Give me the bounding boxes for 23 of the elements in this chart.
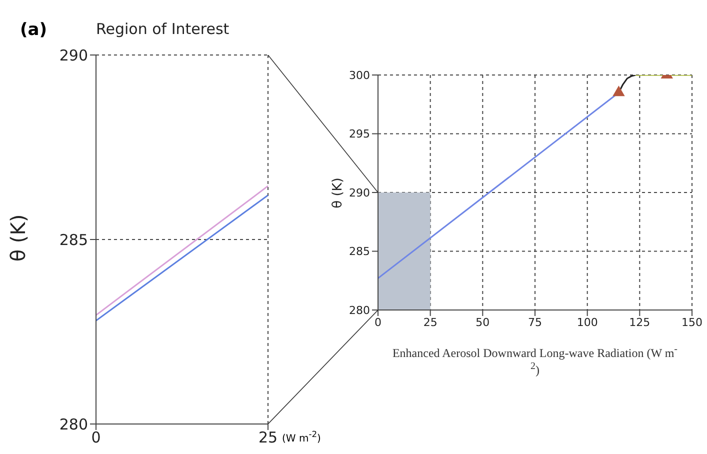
x-tick-label: 25 <box>258 428 278 447</box>
y-tick-label: 295 <box>349 128 370 141</box>
x-tick-label: 75 <box>528 316 542 329</box>
y-tick-label: 300 <box>349 68 370 82</box>
y-tick-label: 280 <box>59 415 88 434</box>
x-tick-label: 25 <box>423 316 438 329</box>
x-tick-label: 125 <box>629 316 650 329</box>
x-tick-label: 0 <box>374 316 382 329</box>
text: (a) <box>20 20 48 40</box>
x-tick-label: 50 <box>476 316 490 329</box>
y-axis-title: θ (K) <box>7 214 30 262</box>
y-tick-label: 285 <box>349 245 370 258</box>
x-tick-label: 100 <box>576 316 598 329</box>
x-axis-title: (W m$^{-2}$) <box>282 429 321 444</box>
chart-title: Region of Interest <box>96 20 230 38</box>
y-tick-label: 290 <box>59 46 88 64</box>
text: Enhanced Aerosol Downward Long-wave Radiation (W m$^{-}$$^{2}$) <box>392 344 678 377</box>
x-tick-label: 0 <box>91 428 101 447</box>
x-tick-label: 150 <box>682 316 702 329</box>
y-axis-title: θ (K) <box>330 178 346 208</box>
y-tick-label: 280 <box>349 304 370 317</box>
y-tick-label: 290 <box>349 186 370 200</box>
y-tick-label: 285 <box>59 230 88 249</box>
